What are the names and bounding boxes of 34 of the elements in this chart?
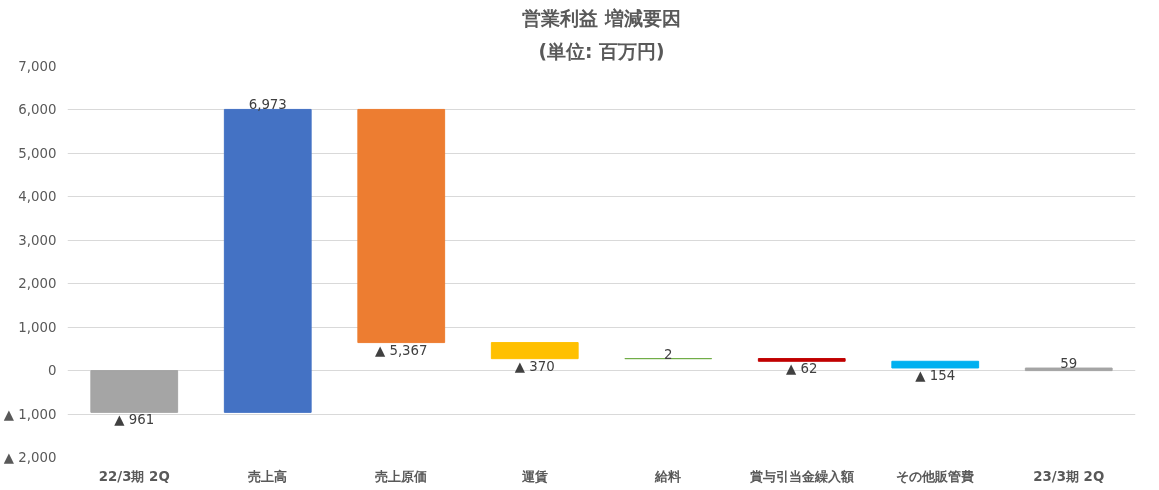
bar [757,358,846,362]
chart-subtitle: (単位: 百万円) [538,40,665,62]
data-label: ▲ 5,367 [374,342,428,358]
x-tick-label: 23/3期 2Q [1033,468,1105,484]
y-tick-label: 5,000 [18,145,57,161]
x-tick-label: 給料 [654,468,682,484]
y-tick-label: 0 [48,363,57,379]
x-tick-label: 運賃 [520,468,548,484]
bar [891,360,980,369]
data-label: 6,973 [248,97,287,113]
data-label: ▲ 154 [915,367,956,383]
x-tick-label: 22/3期 2Q [98,468,170,484]
data-label: ▲ 62 [786,361,818,377]
x-tick-label: 売上高 [248,468,288,484]
y-tick-label: 1,000 [18,319,57,335]
bar [1024,367,1113,372]
data-label: 2 [664,346,673,362]
y-tick-label: 4,000 [18,189,57,205]
bar [490,342,579,360]
x-tick-label: その他販管費 [896,468,975,484]
bar [357,108,446,344]
chart-title: 営業利益 増減要因 [522,7,681,29]
data-label: ▲ 961 [114,412,155,428]
y-tick-label: 2,000 [18,276,57,292]
data-label: 59 [1060,356,1078,372]
x-tick-label: 賞与引当金繰入額 [749,468,854,484]
y-tick-label: ▲ 2,000 [3,450,57,465]
x-tick-label: 売上原価 [375,468,428,484]
y-tick-label: 7,000 [18,59,57,74]
y-tick-label: 6,000 [18,102,57,118]
data-label: ▲ 370 [514,358,555,374]
bar [90,370,179,413]
y-tick-label: 3,000 [18,232,57,248]
y-tick-label: ▲ 1,000 [3,406,57,422]
